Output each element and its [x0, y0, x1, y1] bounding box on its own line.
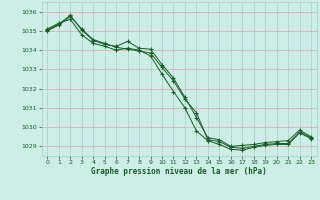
- X-axis label: Graphe pression niveau de la mer (hPa): Graphe pression niveau de la mer (hPa): [91, 167, 267, 176]
